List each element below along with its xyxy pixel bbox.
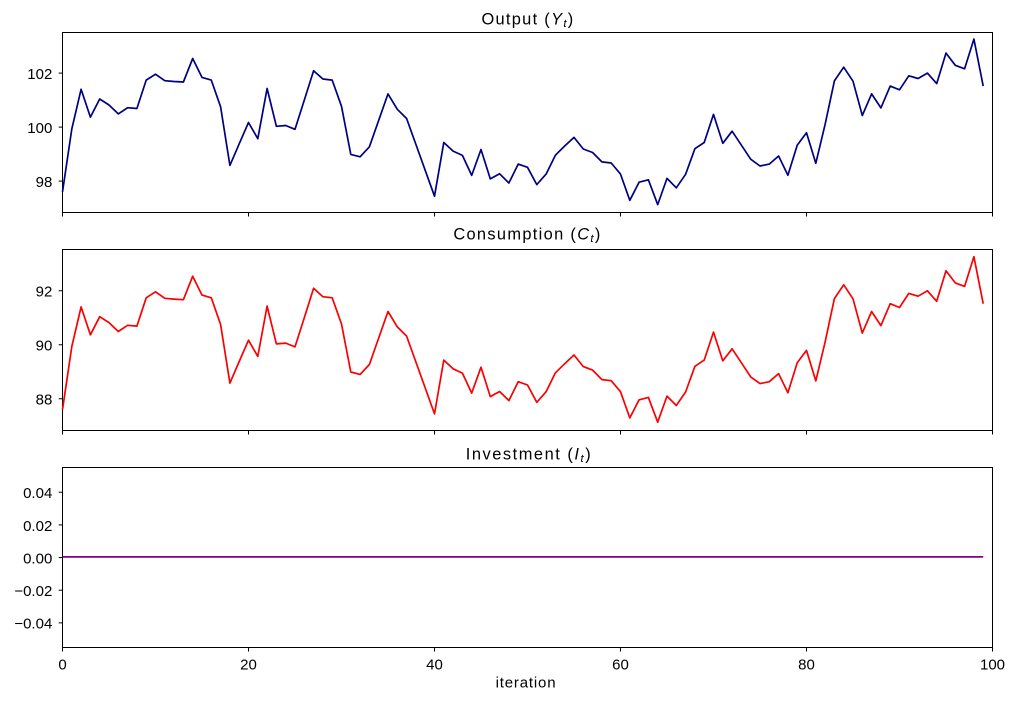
svg-text:100: 100 [27,120,52,137]
svg-text:98: 98 [36,174,53,191]
svg-text:0.04: 0.04 [23,485,52,502]
svg-text:80: 80 [798,657,815,674]
svg-text:90: 90 [36,338,53,355]
svg-text:Output (Yt): Output (Yt) [481,10,574,30]
svg-text:88: 88 [36,392,53,409]
svg-text:60: 60 [612,657,629,674]
svg-text:0: 0 [58,657,66,674]
svg-text:0.02: 0.02 [23,518,52,535]
svg-text:0.00: 0.00 [23,550,52,567]
svg-text:Investment (It): Investment (It) [466,445,593,465]
svg-text:102: 102 [27,66,52,83]
svg-text:20: 20 [240,657,257,674]
svg-text:92: 92 [36,284,53,301]
svg-text:100: 100 [980,657,1005,674]
svg-text:40: 40 [426,657,443,674]
svg-text:−0.04: −0.04 [14,616,52,633]
svg-text:iteration: iteration [496,675,557,692]
svg-text:Consumption (Ct): Consumption (Ct) [453,226,601,246]
svg-text:−0.02: −0.02 [14,583,52,600]
